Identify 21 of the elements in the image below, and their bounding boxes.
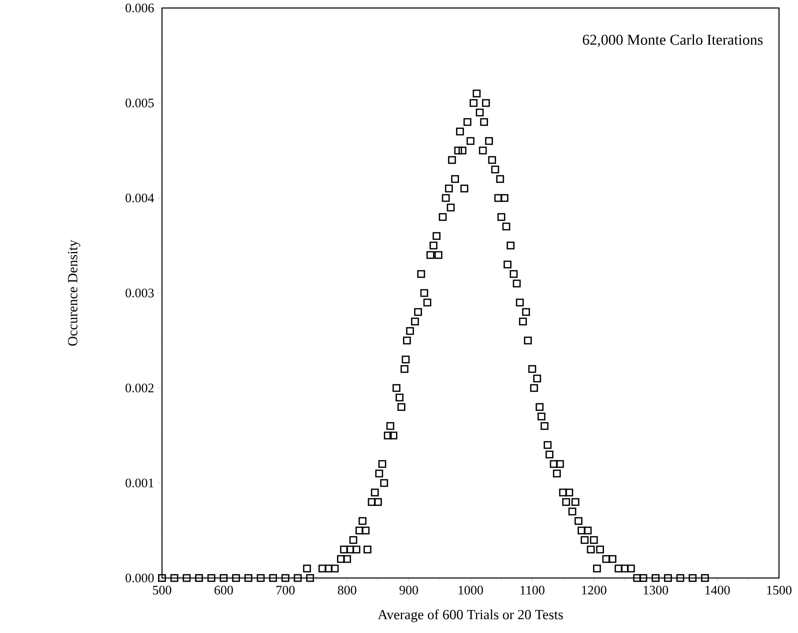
x-tick-label: 900	[400, 586, 418, 595]
x-tick-label: 1100	[520, 586, 544, 595]
x-tick-label: 1400	[705, 586, 730, 595]
x-tick-label: 700	[276, 586, 295, 595]
annotation: 62,000 Monte Carlo Iterations	[582, 34, 763, 47]
x-tick-label: 1000	[458, 586, 483, 595]
y-tick-label: 0.000	[126, 574, 154, 582]
y-tick-label: 0.004	[126, 194, 154, 202]
y-tick-label: 0.002	[126, 384, 154, 392]
x-tick-label: 1500	[767, 586, 792, 595]
y-tick-label: 0.001	[126, 478, 154, 488]
x-axis-title: Average of 600 Trials or 20 Tests	[378, 609, 563, 622]
x-tick-label: 1200	[582, 586, 606, 595]
y-tick-label: 0.003	[126, 288, 154, 298]
y-tick-label: 0.005	[126, 98, 154, 108]
y-axis-title: Occurence Density	[68, 240, 80, 346]
x-tick-label: 600	[214, 586, 233, 595]
x-tick-label: 800	[338, 586, 356, 595]
y-tick-label: 0.006	[126, 4, 154, 12]
x-tick-label: 500	[153, 586, 172, 595]
x-tick-label: 1300	[644, 586, 668, 595]
